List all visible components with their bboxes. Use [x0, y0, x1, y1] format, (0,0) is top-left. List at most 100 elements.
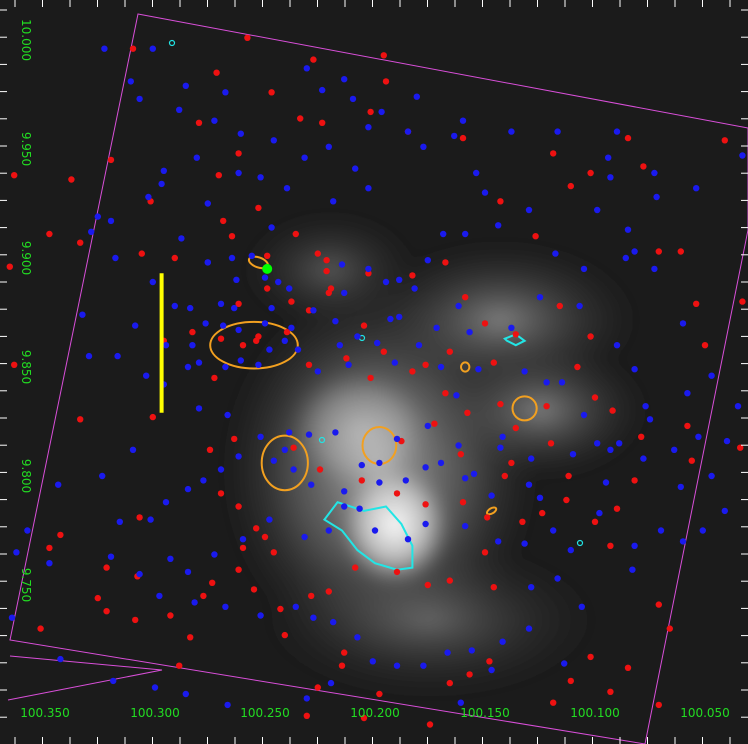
blue-source-marker[interactable]: [231, 304, 238, 312]
red-source-marker[interactable]: [316, 466, 324, 473]
red-source-marker[interactable]: [195, 119, 203, 127]
blue-source-marker[interactable]: [239, 536, 247, 543]
red-source-marker[interactable]: [228, 233, 236, 240]
red-source-marker[interactable]: [376, 690, 383, 698]
blue-source-marker[interactable]: [314, 368, 321, 375]
blue-source-marker[interactable]: [594, 206, 601, 214]
region-ellipse[interactable]: [511, 395, 538, 422]
red-source-marker[interactable]: [352, 564, 359, 571]
red-source-marker[interactable]: [103, 608, 110, 615]
red-source-marker[interactable]: [220, 217, 227, 225]
red-source-marker[interactable]: [215, 172, 222, 179]
blue-source-marker[interactable]: [224, 701, 231, 709]
red-source-marker[interactable]: [591, 394, 599, 401]
red-source-marker[interactable]: [94, 594, 102, 602]
blue-source-marker[interactable]: [376, 479, 383, 486]
blue-source-marker[interactable]: [325, 527, 332, 534]
red-source-marker[interactable]: [446, 348, 453, 355]
blue-source-marker[interactable]: [528, 584, 535, 591]
blue-source-marker[interactable]: [358, 461, 365, 469]
red-source-marker[interactable]: [609, 407, 616, 414]
blue-source-marker[interactable]: [607, 446, 614, 453]
red-source-marker[interactable]: [446, 679, 453, 687]
blue-source-marker[interactable]: [646, 416, 654, 423]
red-source-marker[interactable]: [380, 348, 387, 355]
blue-source-marker[interactable]: [369, 658, 376, 665]
red-source-marker[interactable]: [217, 490, 225, 497]
blue-source-marker[interactable]: [286, 429, 293, 436]
blue-source-marker[interactable]: [290, 466, 297, 473]
blue-source-marker[interactable]: [114, 352, 121, 360]
red-source-marker[interactable]: [68, 176, 75, 183]
blue-source-marker[interactable]: [576, 302, 583, 310]
blue-source-marker[interactable]: [184, 568, 192, 576]
red-source-marker[interactable]: [343, 355, 350, 362]
red-source-marker[interactable]: [138, 250, 145, 257]
blue-source-marker[interactable]: [536, 294, 544, 301]
blue-source-marker[interactable]: [310, 614, 317, 621]
blue-source-marker[interactable]: [457, 699, 464, 706]
red-source-marker[interactable]: [270, 549, 277, 556]
blue-source-marker[interactable]: [237, 130, 244, 137]
blue-source-marker[interactable]: [330, 618, 337, 626]
blue-source-marker[interactable]: [341, 289, 348, 297]
red-source-marker[interactable]: [587, 653, 594, 661]
blue-source-marker[interactable]: [631, 542, 638, 549]
blue-source-marker[interactable]: [525, 206, 533, 214]
blue-source-marker[interactable]: [455, 442, 462, 449]
red-source-marker[interactable]: [319, 119, 326, 127]
red-source-marker[interactable]: [464, 409, 471, 416]
red-source-marker[interactable]: [543, 403, 550, 410]
red-source-marker[interactable]: [563, 496, 570, 504]
red-source-marker[interactable]: [442, 259, 449, 266]
blue-source-marker[interactable]: [723, 437, 731, 445]
red-source-marker[interactable]: [200, 592, 207, 600]
blue-source-marker[interactable]: [462, 522, 469, 530]
red-source-marker[interactable]: [250, 586, 258, 593]
red-source-marker[interactable]: [11, 172, 18, 179]
blue-source-marker[interactable]: [382, 278, 390, 286]
red-source-marker[interactable]: [367, 374, 374, 382]
blue-source-marker[interactable]: [437, 363, 445, 371]
blue-source-marker[interactable]: [495, 538, 502, 545]
blue-source-marker[interactable]: [721, 507, 728, 515]
blue-source-marker[interactable]: [552, 250, 559, 257]
blue-source-marker[interactable]: [178, 235, 185, 242]
blue-source-marker[interactable]: [327, 679, 335, 687]
red-source-marker[interactable]: [338, 662, 346, 669]
red-source-marker[interactable]: [235, 150, 242, 157]
red-source-marker[interactable]: [422, 361, 429, 368]
red-source-marker[interactable]: [268, 89, 275, 96]
red-source-marker[interactable]: [231, 435, 238, 443]
blue-source-marker[interactable]: [193, 154, 200, 161]
blue-source-marker[interactable]: [191, 599, 198, 606]
red-source-marker[interactable]: [107, 156, 115, 164]
blue-source-marker[interactable]: [561, 660, 568, 667]
red-source-marker[interactable]: [365, 270, 372, 277]
blue-source-marker[interactable]: [136, 570, 143, 578]
blue-source-marker[interactable]: [79, 311, 86, 318]
blue-source-marker[interactable]: [257, 174, 264, 181]
blue-source-marker[interactable]: [677, 483, 684, 491]
blue-source-marker[interactable]: [374, 339, 381, 347]
blue-source-marker[interactable]: [411, 285, 418, 292]
blue-source-marker[interactable]: [332, 318, 339, 325]
blue-source-marker[interactable]: [466, 328, 473, 336]
blue-source-marker[interactable]: [162, 499, 170, 506]
blue-source-marker[interactable]: [184, 485, 192, 493]
red-source-marker[interactable]: [189, 328, 196, 336]
red-source-marker[interactable]: [209, 579, 216, 586]
blue-source-marker[interactable]: [222, 89, 229, 96]
blue-source-marker[interactable]: [46, 560, 53, 567]
red-source-marker[interactable]: [512, 424, 519, 432]
blue-source-marker[interactable]: [275, 278, 282, 286]
blue-source-marker[interactable]: [116, 518, 124, 525]
blue-source-marker[interactable]: [695, 433, 702, 440]
blue-source-marker[interactable]: [301, 533, 308, 541]
blue-source-marker[interactable]: [422, 520, 429, 528]
blue-source-marker[interactable]: [354, 634, 361, 641]
red-source-marker[interactable]: [380, 52, 387, 59]
blue-source-marker[interactable]: [699, 527, 706, 534]
blue-source-marker[interactable]: [211, 117, 218, 124]
